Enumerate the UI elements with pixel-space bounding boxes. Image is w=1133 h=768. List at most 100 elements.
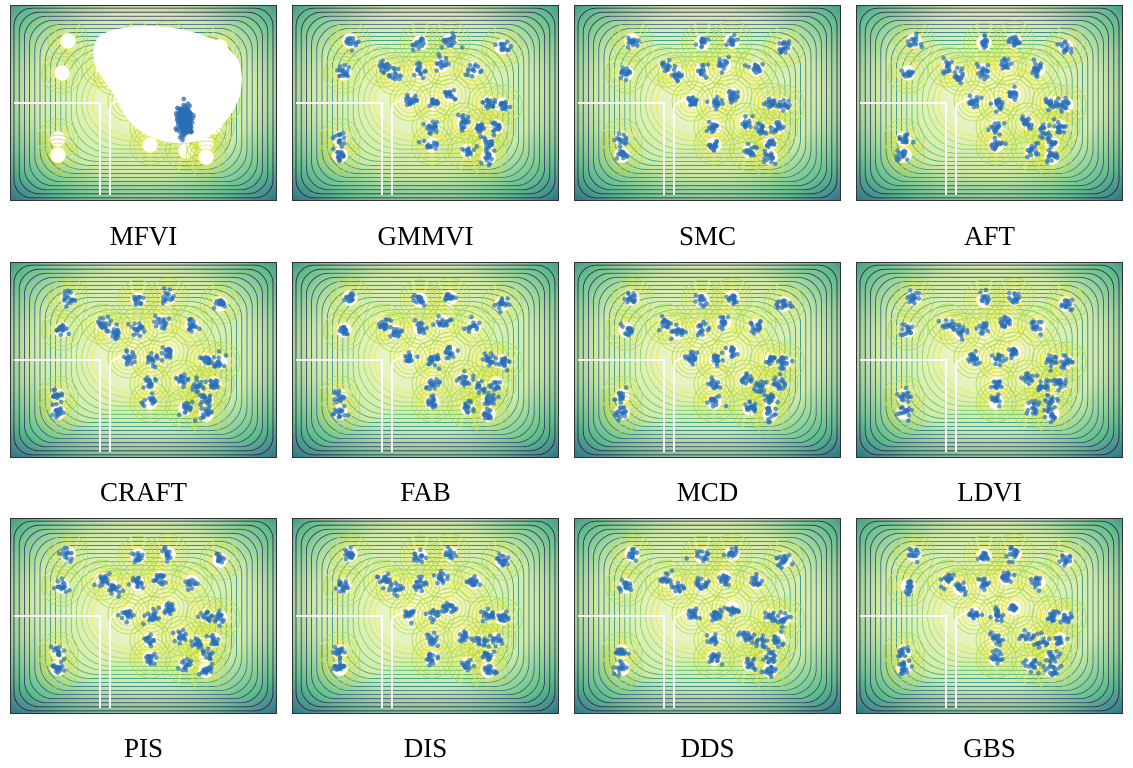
mode-contour xyxy=(429,533,471,575)
sample-point xyxy=(349,296,355,302)
sample-point xyxy=(1038,385,1044,391)
mode-contour xyxy=(611,20,653,62)
sample-point xyxy=(968,99,973,105)
sample-point xyxy=(1021,377,1026,382)
sample-point xyxy=(69,556,74,562)
sample-point xyxy=(780,355,786,360)
sample-point xyxy=(500,105,506,111)
sample-point xyxy=(336,157,342,163)
sample-point xyxy=(342,412,347,418)
sample-point xyxy=(782,103,788,109)
sample-point xyxy=(167,287,173,292)
sample-point xyxy=(183,405,189,411)
sample-point xyxy=(185,587,191,593)
sample-point xyxy=(1029,320,1034,326)
sample-point xyxy=(779,305,785,311)
sample-point xyxy=(999,58,1005,64)
sample-point xyxy=(1059,302,1065,308)
mode-contour xyxy=(715,24,749,58)
mode-contour xyxy=(1045,26,1087,68)
sample-point xyxy=(421,327,427,332)
sample-point xyxy=(617,143,623,149)
sample-point xyxy=(1064,98,1070,104)
sample-point xyxy=(772,355,777,360)
sample-point xyxy=(1029,126,1034,131)
sample-point xyxy=(147,616,153,622)
sample-point xyxy=(906,326,912,331)
sample-point xyxy=(1012,39,1017,45)
panel-smc xyxy=(574,5,841,201)
sample-point xyxy=(1025,407,1031,413)
sample-point xyxy=(435,609,440,615)
sample-point xyxy=(687,356,692,362)
mode-contour xyxy=(49,573,75,599)
mode-contour xyxy=(997,78,1031,112)
sample-point xyxy=(203,355,208,360)
sample-point xyxy=(748,321,754,326)
sample-point xyxy=(55,407,60,412)
sample-point xyxy=(1046,140,1052,145)
mode-contour xyxy=(895,317,921,343)
sample-point xyxy=(1045,356,1051,362)
sample-point xyxy=(433,123,438,129)
sample-point xyxy=(489,120,495,126)
sample-point xyxy=(495,384,501,390)
sample-point xyxy=(1006,347,1012,352)
sample-point xyxy=(764,379,769,385)
sample-point xyxy=(985,328,991,334)
sample-point xyxy=(783,302,789,308)
sample-point xyxy=(471,320,476,325)
sample-point xyxy=(459,45,465,50)
sample-point xyxy=(132,321,138,326)
mode-contour xyxy=(433,24,467,58)
mode-contour xyxy=(45,142,71,168)
sample-point xyxy=(499,641,505,646)
sample-point xyxy=(208,379,214,384)
sample-point xyxy=(480,618,486,624)
mode-contour xyxy=(489,547,515,573)
sample-point xyxy=(62,584,68,590)
sample-point xyxy=(166,609,172,614)
sample-point xyxy=(173,126,179,131)
sample-point xyxy=(982,34,988,39)
sample-point xyxy=(675,78,681,84)
sample-point xyxy=(619,68,625,74)
sample-point xyxy=(499,100,504,106)
mode-contour xyxy=(715,281,749,315)
sample-point xyxy=(213,301,219,306)
sample-point xyxy=(173,110,179,116)
sample-point xyxy=(1038,379,1043,384)
sample-point xyxy=(485,151,490,157)
sample-point xyxy=(995,352,1001,357)
mode-contour xyxy=(437,82,463,108)
sample-point xyxy=(208,634,214,639)
sample-point xyxy=(182,635,187,641)
sample-point xyxy=(1056,388,1061,393)
sample-point xyxy=(1063,361,1068,366)
sample-point xyxy=(433,404,438,409)
sample-point xyxy=(693,293,699,299)
sample-point xyxy=(132,559,138,565)
sample-point xyxy=(197,643,202,648)
sample-point xyxy=(1063,380,1068,386)
contour-plot xyxy=(574,5,841,201)
sample-point xyxy=(191,319,196,324)
mode-contour xyxy=(55,541,81,567)
sample-point xyxy=(418,553,424,558)
sample-point xyxy=(482,609,488,615)
sample-point xyxy=(717,57,723,62)
sample-point xyxy=(342,649,348,655)
sample-point xyxy=(491,132,497,138)
sample-point xyxy=(427,130,432,136)
sample-point xyxy=(444,607,450,612)
sample-point xyxy=(64,304,69,309)
sample-point xyxy=(113,586,119,591)
sample-point xyxy=(916,296,922,301)
sample-point xyxy=(760,383,765,388)
sample-point xyxy=(152,661,157,666)
sample-point xyxy=(1044,399,1049,404)
sample-point xyxy=(717,324,723,330)
sample-point xyxy=(689,101,694,107)
mode-contour xyxy=(151,281,185,315)
sample-point xyxy=(500,562,506,568)
